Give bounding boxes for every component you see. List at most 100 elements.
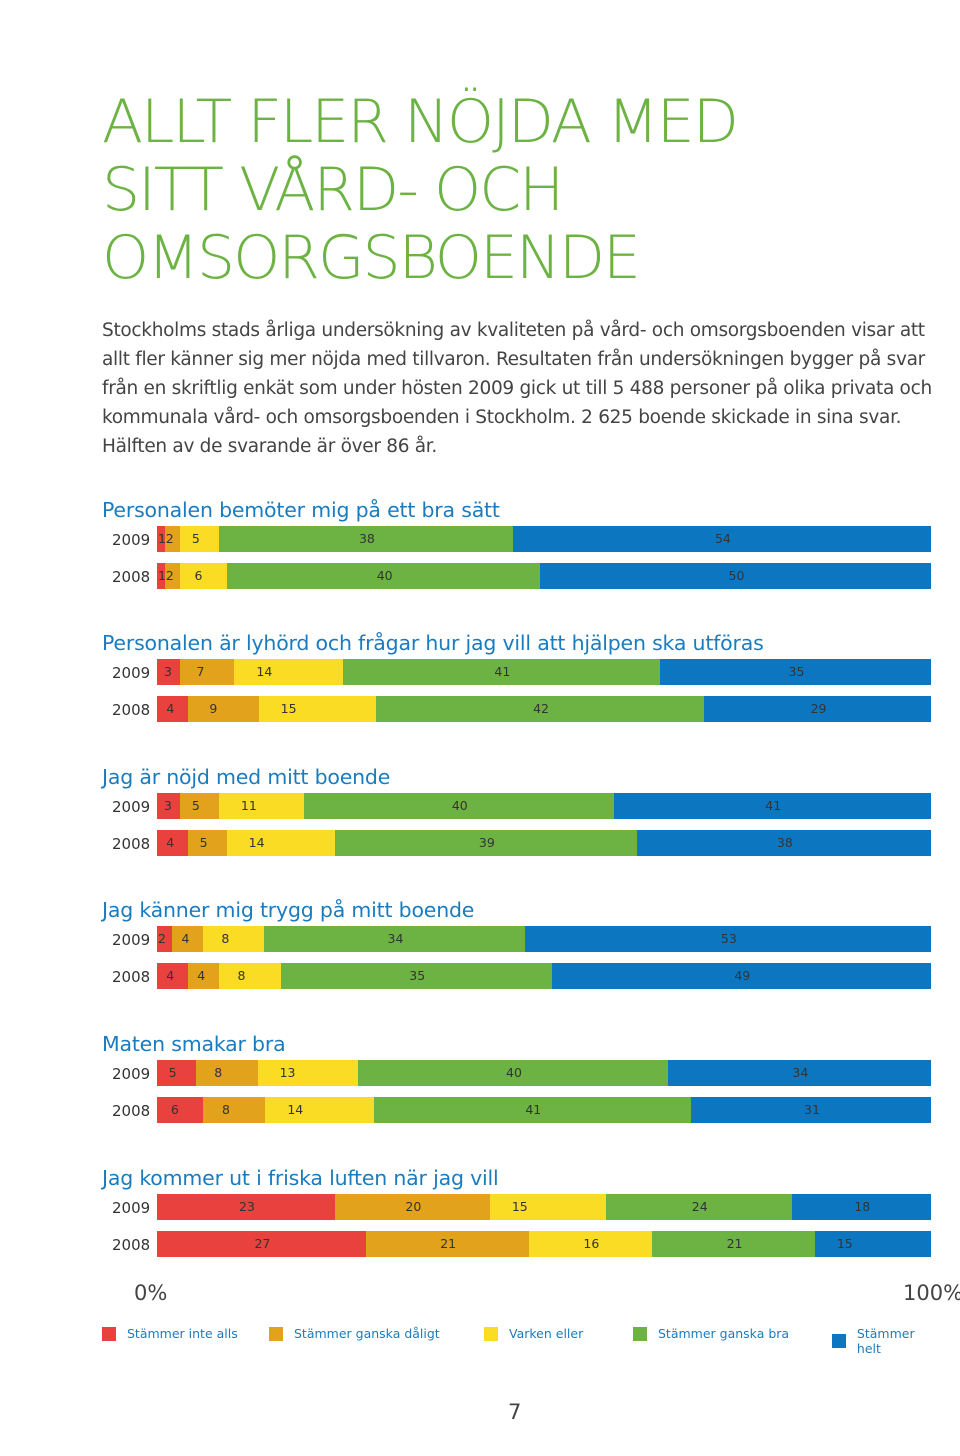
bar-value-label: 1 bbox=[158, 568, 166, 583]
bar-segment: 31 bbox=[691, 1097, 931, 1123]
year-label: 2009 bbox=[112, 798, 151, 816]
legend-label: Stämmer ganska dåligt bbox=[294, 1326, 440, 1341]
bar-value-label: 2 bbox=[165, 568, 174, 583]
legend-swatch bbox=[269, 1326, 283, 1341]
legend-item: Stämmer ganska dåligt bbox=[269, 1326, 440, 1341]
bar-segment: 5 bbox=[187, 830, 227, 856]
legend-item: Stämmer ganska bra bbox=[633, 1326, 789, 1341]
bar-segment: 2 bbox=[164, 563, 181, 589]
chart-group-title: Maten smakar bra bbox=[102, 1032, 286, 1056]
bar-segment: 40 bbox=[227, 563, 541, 589]
bar-segment: 34 bbox=[667, 1060, 931, 1086]
bar-segment: 40 bbox=[358, 1060, 668, 1086]
chart-group-title: Jag känner mig trygg på mitt boende bbox=[102, 898, 475, 922]
bar-segment: 8 bbox=[203, 1097, 266, 1123]
bar-segment: 2 bbox=[164, 526, 181, 552]
bar-segment: 23 bbox=[157, 1194, 336, 1220]
bar-segment: 8 bbox=[218, 963, 281, 989]
heading-line-2: SITT VÅRD- OCH bbox=[102, 155, 564, 225]
bar-value-label: 5 bbox=[191, 531, 200, 546]
bar-segment: 15 bbox=[814, 1231, 931, 1257]
bar-segment: 5 bbox=[180, 526, 219, 552]
stacked-bar: 4 5 14 39 38 bbox=[157, 830, 931, 856]
bar-segment: 5 bbox=[180, 793, 219, 819]
bar-segment: 7 bbox=[180, 659, 235, 685]
bar-segment: 41 bbox=[613, 793, 931, 819]
bar-segment: 41 bbox=[342, 659, 661, 685]
bar-value-label: 41 bbox=[525, 1102, 542, 1117]
bar-value-label: 8 bbox=[237, 968, 246, 983]
bar-value-label: 4 bbox=[166, 701, 175, 716]
year-label: 2009 bbox=[112, 664, 151, 682]
bar-segment: 8 bbox=[195, 1060, 258, 1086]
bar-segment: 6 bbox=[157, 1097, 204, 1123]
legend-label: Stämmer inte alls bbox=[127, 1326, 238, 1341]
stacked-bar: 5 8 13 40 34 bbox=[157, 1060, 931, 1086]
bar-value-label: 5 bbox=[168, 1065, 177, 1080]
bar-value-label: 23 bbox=[239, 1199, 255, 1214]
bar-segment: 3 bbox=[157, 659, 181, 685]
bar-value-label: 2 bbox=[158, 931, 166, 946]
bar-value-label: 14 bbox=[287, 1102, 304, 1117]
legend-swatch bbox=[832, 1334, 846, 1348]
year-label: 2008 bbox=[112, 1236, 151, 1254]
bar-segment: 35 bbox=[280, 963, 552, 989]
axis-min-label: 0% bbox=[134, 1281, 168, 1305]
bar-value-label: 34 bbox=[792, 1065, 809, 1080]
stacked-bar: 4 4 8 35 49 bbox=[157, 963, 931, 989]
chart-group-title: Jag är nöjd med mitt boende bbox=[102, 765, 391, 789]
bar-value-label: 14 bbox=[248, 835, 265, 850]
bar-segment: 24 bbox=[605, 1194, 792, 1220]
stacked-bar: 1 2 6 40 50 bbox=[157, 563, 931, 589]
legend-swatch bbox=[102, 1326, 116, 1341]
bar-segment: 2 bbox=[157, 926, 173, 952]
stacked-bar: 6 8 14 41 31 bbox=[157, 1097, 931, 1123]
bar-value-label: 18 bbox=[854, 1199, 871, 1214]
bar-value-label: 15 bbox=[836, 1236, 853, 1251]
bar-segment: 34 bbox=[264, 926, 525, 952]
bar-value-label: 5 bbox=[191, 798, 200, 813]
bar-segment: 42 bbox=[375, 696, 705, 722]
legend-swatch bbox=[484, 1326, 498, 1341]
bar-value-label: 34 bbox=[387, 931, 404, 946]
bar-segment: 8 bbox=[202, 926, 265, 952]
page-number: 7 bbox=[508, 1400, 522, 1424]
bar-segment: 4 bbox=[157, 696, 189, 722]
year-label: 2008 bbox=[112, 968, 151, 986]
bar-segment: 4 bbox=[187, 963, 219, 989]
bar-segment: 3 bbox=[157, 793, 181, 819]
bar-segment: 38 bbox=[218, 526, 513, 552]
bar-value-label: 31 bbox=[804, 1102, 820, 1117]
bar-value-label: 15 bbox=[280, 701, 297, 716]
legend-label: Stämmer helt bbox=[856, 1326, 915, 1356]
bar-value-label: 40 bbox=[451, 798, 468, 813]
stacked-bar: 2 4 8 34 53 bbox=[157, 926, 931, 952]
legend-item: Stämmer inte alls bbox=[102, 1326, 238, 1341]
bar-segment: 14 bbox=[226, 830, 335, 856]
intro-paragraph: Stockholms stads årliga undersökning av … bbox=[102, 320, 932, 457]
bar-segment: 14 bbox=[234, 659, 343, 685]
bar-value-label: 53 bbox=[720, 931, 737, 946]
bar-value-label: 35 bbox=[788, 664, 805, 679]
stacked-bar: 3 5 11 40 41 bbox=[157, 793, 931, 819]
bar-segment: 9 bbox=[188, 696, 259, 722]
year-label: 2009 bbox=[112, 931, 151, 949]
bar-value-label: 21 bbox=[726, 1236, 743, 1251]
bar-value-label: 11 bbox=[240, 798, 257, 813]
year-label: 2009 bbox=[112, 1065, 151, 1083]
bar-value-label: 3 bbox=[163, 664, 172, 679]
bar-segment: 21 bbox=[652, 1231, 815, 1257]
bar-segment: 20 bbox=[335, 1194, 490, 1220]
bar-value-label: 50 bbox=[728, 568, 745, 583]
bar-value-label: 3 bbox=[163, 798, 172, 813]
bar-segment: 41 bbox=[373, 1097, 692, 1123]
bar-value-label: 4 bbox=[166, 835, 175, 850]
bar-segment: 15 bbox=[258, 696, 376, 722]
bar-segment: 6 bbox=[180, 563, 228, 589]
legend-item: Varken eller bbox=[484, 1326, 583, 1341]
stacked-bar: 1 2 5 38 54 bbox=[157, 526, 931, 552]
bar-value-label: 21 bbox=[440, 1236, 457, 1251]
bar-value-label: 49 bbox=[734, 968, 751, 983]
bar-value-label: 40 bbox=[376, 568, 393, 583]
chart-group-title: Jag kommer ut i friska luften när jag vi… bbox=[102, 1166, 499, 1190]
